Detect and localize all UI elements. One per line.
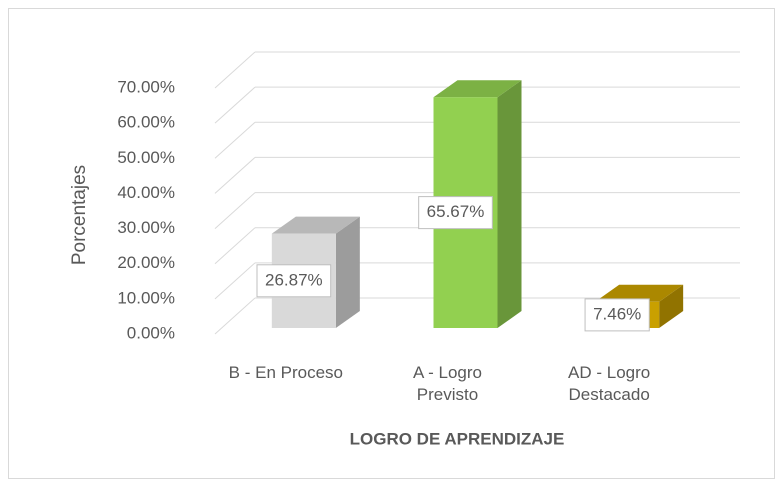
y-tick-label: 30.00% <box>117 218 175 237</box>
x-tick-label: B - En Proceso <box>228 363 343 382</box>
y-tick-label: 50.00% <box>117 148 175 167</box>
value-label: 7.46% <box>593 304 641 323</box>
grid-line-side <box>214 51 256 89</box>
grid-line-side <box>214 297 256 335</box>
bar-top <box>433 80 522 98</box>
value-label: 26.87% <box>265 270 323 289</box>
y-tick-label: 70.00% <box>117 77 175 96</box>
bar-side <box>659 284 684 328</box>
value-label-box <box>584 298 650 332</box>
value-label-box <box>256 264 332 298</box>
bar-top <box>271 216 360 234</box>
y-tick-label: 60.00% <box>117 113 175 132</box>
grid-line-side <box>214 262 256 300</box>
grid-line-side <box>214 121 256 159</box>
bar-top <box>595 284 684 302</box>
x-axis-title: LOGRO DE APRENDIZAJE <box>350 429 565 448</box>
grid-line-side <box>214 227 256 265</box>
bar-side <box>497 80 522 328</box>
x-tick-label-box: B - En Proceso <box>228 363 343 382</box>
y-tick-label: 40.00% <box>117 183 175 202</box>
x-tick-label-box: A - Logro Previsto <box>413 363 482 404</box>
x-tick-label: A - Logro Previsto <box>413 363 482 404</box>
grid-line-side <box>214 157 256 194</box>
y-tick-label: 20.00% <box>117 253 175 272</box>
grid-line-side <box>214 86 256 124</box>
grid-line-side <box>214 192 256 229</box>
bar-side <box>335 216 360 328</box>
y-axis-title: Porcentajes <box>69 165 90 265</box>
value-label: 65.67% <box>427 202 485 221</box>
x-tick-label-box: AD - Logro Destacado <box>568 363 651 404</box>
x-tick-label: AD - Logro Destacado <box>568 363 651 404</box>
y-tick-label: 10.00% <box>117 288 175 307</box>
y-tick-label: 0.00% <box>127 323 175 342</box>
value-label-box <box>418 196 493 230</box>
